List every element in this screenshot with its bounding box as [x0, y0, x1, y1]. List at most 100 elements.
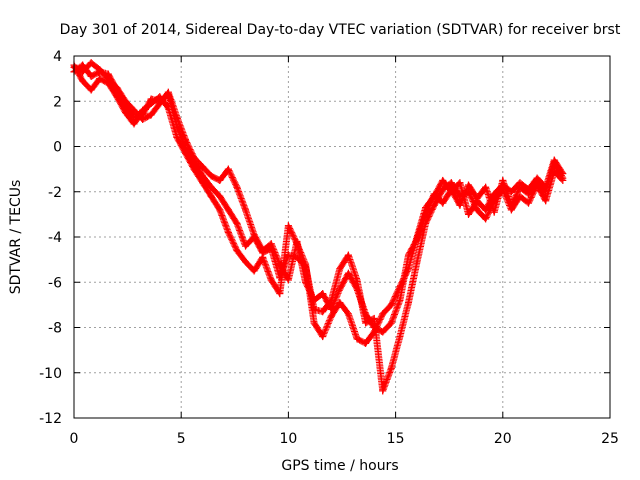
data-point: [507, 206, 515, 214]
data-point: [353, 276, 361, 284]
data-point: [490, 197, 498, 205]
data-point: [242, 258, 250, 266]
data-point: [387, 319, 395, 327]
data-point: [139, 111, 147, 119]
data-point: [233, 247, 241, 255]
data-point: [284, 251, 292, 259]
data-point: [156, 97, 164, 105]
data-point: [147, 95, 155, 103]
data-point: [559, 176, 567, 184]
data-point: [319, 333, 327, 341]
data-point: [233, 183, 241, 191]
y-tick-label: 0: [53, 140, 62, 156]
data-point: [404, 265, 412, 273]
data-point: [302, 262, 310, 270]
data-point: [439, 176, 447, 184]
data-point: [319, 290, 327, 298]
data-point: [336, 265, 344, 273]
data-point: [233, 219, 241, 227]
data-point: [439, 185, 447, 193]
x-tick-label: 15: [387, 431, 405, 447]
data-point: [542, 197, 550, 205]
data-point: [164, 90, 172, 98]
data-point: [344, 251, 352, 259]
data-point: [113, 86, 121, 94]
data-point: [482, 215, 490, 223]
data-point: [464, 210, 472, 218]
data-point: [362, 339, 370, 347]
data-point: [507, 188, 515, 196]
data-point: [456, 192, 464, 200]
x-tick-label: 5: [177, 431, 186, 447]
y-tick-label: -6: [48, 275, 62, 291]
x-tick-label: 0: [70, 431, 79, 447]
data-point: [87, 86, 95, 94]
data-point: [336, 299, 344, 307]
data-point: [336, 285, 344, 293]
data-point: [87, 59, 95, 67]
data-point: [387, 364, 395, 372]
data-point: [379, 310, 387, 318]
data-point: [267, 244, 275, 252]
data-point: [379, 328, 387, 336]
y-tick-label: -2: [48, 185, 62, 201]
data-point: [396, 333, 404, 341]
data-point: [550, 167, 558, 175]
data-point: [447, 179, 455, 187]
data-point: [525, 185, 533, 193]
x-tick-label: 25: [601, 431, 619, 447]
data-point: [464, 188, 472, 196]
data-point: [439, 199, 447, 207]
data-point: [396, 283, 404, 291]
data-point: [482, 183, 490, 191]
data-point: [267, 276, 275, 284]
data-point: [207, 192, 215, 200]
data-point: [353, 335, 361, 343]
chart-title: Day 301 of 2014, Sidereal Day-to-day VTE…: [60, 22, 621, 38]
data-point: [464, 181, 472, 189]
data-point: [473, 206, 481, 214]
data-point: [96, 68, 104, 76]
data-point: [550, 156, 558, 164]
data-point: [293, 240, 301, 248]
data-point: [181, 145, 189, 153]
data-point: [259, 249, 267, 257]
data-point: [422, 219, 430, 227]
data-point: [430, 201, 438, 209]
y-tick-label: -4: [48, 230, 62, 246]
data-point: [284, 276, 292, 284]
data-point: [362, 319, 370, 327]
data-point: [396, 296, 404, 304]
data-point: [104, 70, 112, 78]
data-point: [250, 233, 258, 241]
data-point: [173, 122, 181, 130]
data-point: [79, 77, 87, 85]
data-point: [456, 179, 464, 187]
data-point: [413, 258, 421, 266]
data-point: [130, 113, 138, 121]
y-tick-label: 2: [53, 94, 62, 110]
data-point: [190, 158, 198, 166]
data-point: [147, 111, 155, 119]
y-tick-label: 4: [53, 49, 62, 65]
data-point: [456, 201, 464, 209]
data-point: [130, 120, 138, 128]
series-track-c: [70, 61, 567, 395]
data-point: [199, 172, 207, 180]
data-point: [224, 228, 232, 236]
data-point: [516, 192, 524, 200]
data-point: [422, 204, 430, 212]
data-point: [293, 253, 301, 261]
data-point: [79, 61, 87, 69]
data-point: [559, 170, 567, 178]
data-point: [224, 165, 232, 173]
data-point: [284, 222, 292, 230]
data-point: [327, 296, 335, 304]
x-tick-label: 10: [279, 431, 297, 447]
data-point: [499, 185, 507, 193]
data-point: [344, 310, 352, 318]
data-point: [327, 312, 335, 320]
axis-ticks: 0 5 10 15 20 25 -12 -10 -8 -6 -4 -2 0 2 4: [39, 49, 619, 447]
y-tick-label: -10: [39, 366, 62, 382]
